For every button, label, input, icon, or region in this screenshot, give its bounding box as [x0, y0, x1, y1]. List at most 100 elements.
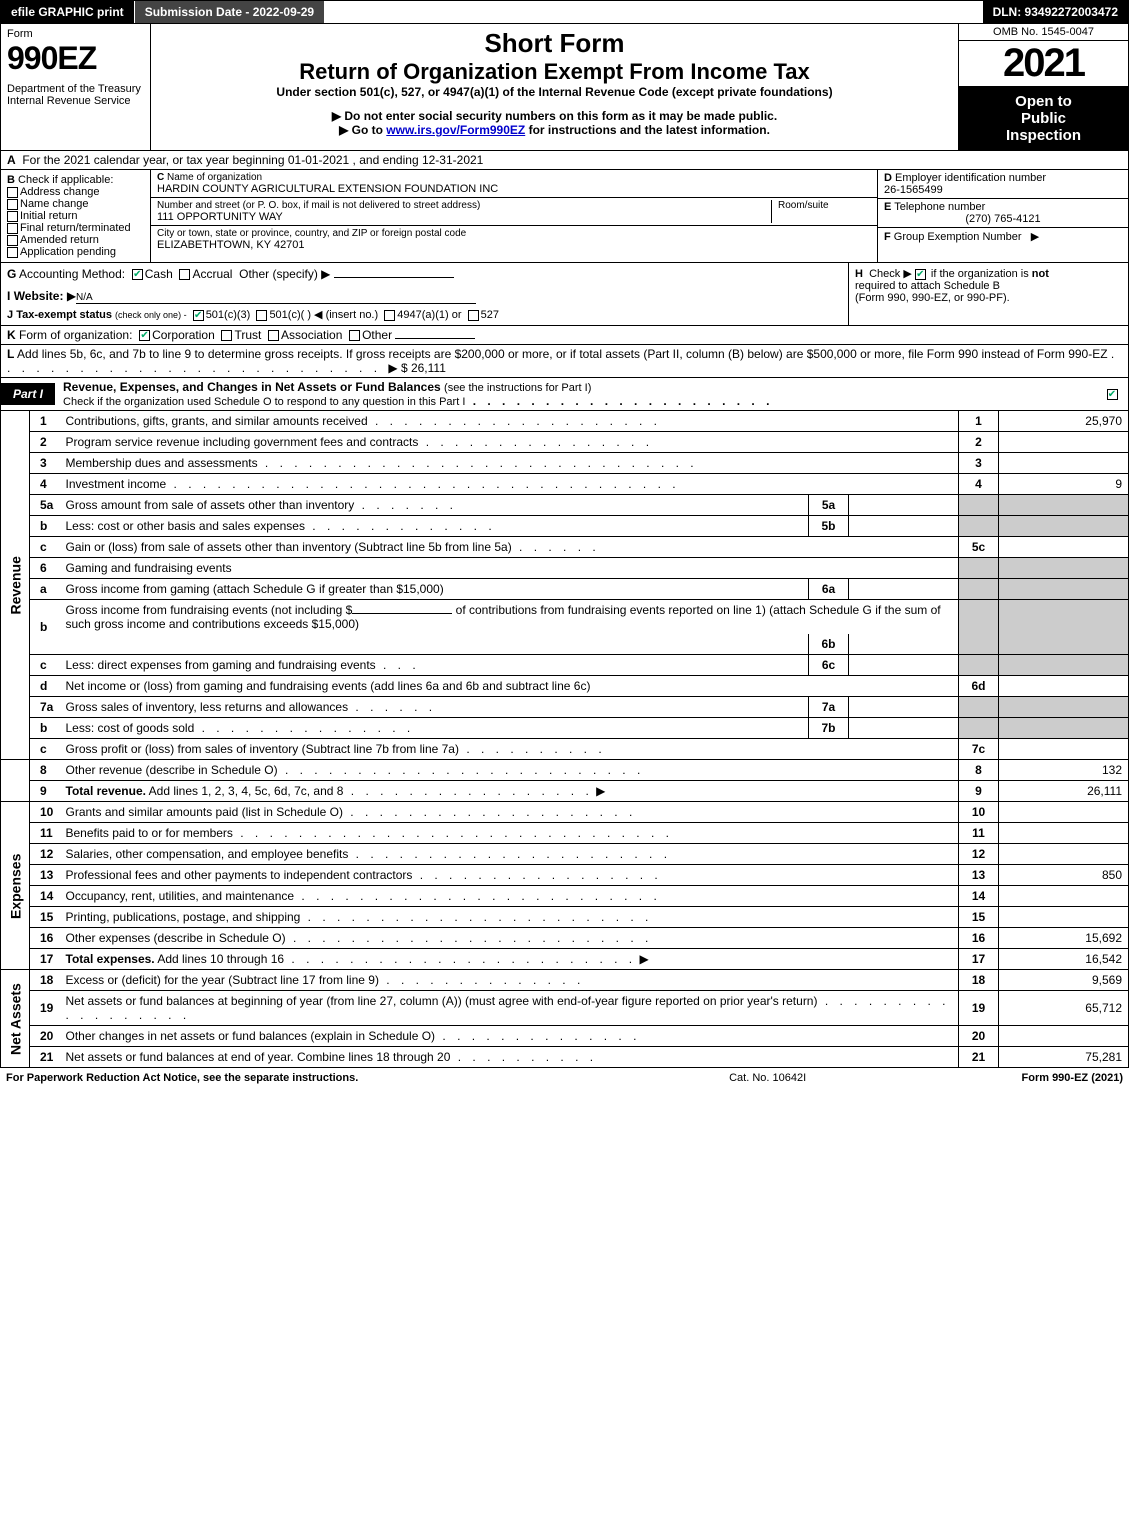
line-17-value: 16,542 — [999, 949, 1129, 970]
checkbox-address-change[interactable] — [7, 187, 18, 198]
side-label-revenue: Revenue — [1, 411, 30, 760]
label-application-pending: Application pending — [20, 246, 116, 258]
phone-value: (270) 765-4121 — [884, 213, 1122, 225]
checkbox-application-pending[interactable] — [7, 247, 18, 258]
side-label-expenses: Expenses — [1, 802, 30, 970]
line-13-value: 850 — [999, 865, 1129, 886]
row-a-tax-year: A For the 2021 calendar year, or tax yea… — [0, 151, 1129, 170]
inspection-badge: Open to Public Inspection — [959, 87, 1128, 150]
line-18-value: 9,569 — [999, 970, 1129, 991]
header-center-block: Short Form Return of Organization Exempt… — [151, 24, 958, 150]
org-city: ELIZABETHTOWN, KY 42701 — [157, 239, 871, 251]
footer-form-ref: Form 990-EZ (2021) — [1022, 1072, 1124, 1084]
side-label-net-assets: Net Assets — [1, 970, 30, 1068]
short-form-title: Short Form — [159, 28, 950, 59]
dln-label: DLN: 93492272003472 — [983, 1, 1128, 23]
other-method-input[interactable] — [334, 277, 454, 278]
label-name-change: Name change — [20, 198, 89, 210]
checkbox-initial-return[interactable] — [7, 211, 18, 222]
line-6d-value — [999, 676, 1129, 697]
checkbox-501c3[interactable] — [193, 310, 204, 321]
label-initial-return: Initial return — [20, 210, 77, 222]
col-c-org-info: C Name of organization HARDIN COUNTY AGR… — [151, 170, 878, 262]
checkbox-cash[interactable] — [132, 269, 143, 280]
line-11-value — [999, 823, 1129, 844]
checkbox-501c[interactable] — [256, 310, 267, 321]
department-line1: Department of the Treasury — [7, 83, 144, 95]
checkbox-corporation[interactable] — [139, 330, 150, 341]
line-5b-value — [849, 516, 959, 537]
goto-instructions: ▶ Go to www.irs.gov/Form990EZ for instru… — [159, 123, 950, 137]
other-org-input[interactable] — [395, 338, 475, 339]
irs-link[interactable]: www.irs.gov/Form990EZ — [386, 123, 525, 137]
page-footer: For Paperwork Reduction Act Notice, see … — [0, 1068, 1129, 1088]
spacer — [324, 1, 982, 23]
line-4-value: 9 — [999, 474, 1129, 495]
line-21-value: 75,281 — [999, 1047, 1129, 1068]
part-1-label: Part I — [1, 383, 55, 405]
label-amended-return: Amended return — [20, 234, 99, 246]
footer-paperwork-notice: For Paperwork Reduction Act Notice, see … — [6, 1072, 514, 1084]
checkbox-final-return[interactable] — [7, 223, 18, 234]
form-number: 990EZ — [7, 40, 144, 77]
col-b-checkboxes: B Check if applicable: Address change Na… — [1, 170, 151, 262]
line-20-value — [999, 1026, 1129, 1047]
line-5c-value — [999, 537, 1129, 558]
form-header: Form 990EZ Department of the Treasury In… — [0, 24, 1129, 151]
line-2-value — [999, 432, 1129, 453]
checkbox-other-org[interactable] — [349, 330, 360, 341]
efile-print-button[interactable]: efile GRAPHIC print — [1, 1, 135, 23]
line-3-value — [999, 453, 1129, 474]
ein-value: 26-1565499 — [884, 184, 943, 196]
checkbox-trust[interactable] — [221, 330, 232, 341]
line-7a-value — [849, 697, 959, 718]
room-suite-label: Room/suite — [778, 200, 871, 211]
section-gh: G Accounting Method: Cash Accrual Other … — [0, 263, 1129, 326]
line-14-value — [999, 886, 1129, 907]
line-16-value: 15,692 — [999, 928, 1129, 949]
submission-date-label: Submission Date - 2022-09-29 — [135, 1, 324, 23]
under-section-text: Under section 501(c), 527, or 4947(a)(1)… — [159, 85, 950, 99]
label-address-change: Address change — [20, 186, 100, 198]
line-12-value — [999, 844, 1129, 865]
line-1-value: 25,970 — [999, 411, 1129, 432]
ssn-warning: ▶ Do not enter social security numbers o… — [159, 109, 950, 123]
gross-receipts-value: $ 26,111 — [401, 361, 446, 375]
line-1-no: 1 — [30, 411, 60, 432]
checkbox-amended-return[interactable] — [7, 235, 18, 246]
line-6c-value — [849, 655, 959, 676]
department-line2: Internal Revenue Service — [7, 95, 144, 107]
line-19-value: 65,712 — [999, 991, 1129, 1026]
part-1-title: Revenue, Expenses, and Changes in Net As… — [55, 378, 1098, 410]
line-7b-value — [849, 718, 959, 739]
header-left-block: Form 990EZ Department of the Treasury In… — [1, 24, 151, 150]
line-7c-value — [999, 739, 1129, 760]
part-1-table: Revenue 1 Contributions, gifts, grants, … — [0, 411, 1129, 1068]
col-d-identifiers: D Employer identification number 26-1565… — [878, 170, 1128, 262]
website-value: N/A — [76, 292, 476, 304]
footer-catalog-number: Cat. No. 10642I — [514, 1072, 1022, 1084]
header-right-block: OMB No. 1545-0047 2021 Open to Public In… — [958, 24, 1128, 150]
line-8-value: 132 — [999, 760, 1129, 781]
org-street: 111 OPPORTUNITY WAY — [157, 211, 771, 223]
omb-number: OMB No. 1545-0047 — [959, 24, 1128, 41]
line-10-value — [999, 802, 1129, 823]
tax-year: 2021 — [959, 41, 1128, 87]
top-toolbar: efile GRAPHIC print Submission Date - 20… — [0, 0, 1129, 24]
checkbox-h[interactable] — [915, 269, 926, 280]
form-word: Form — [7, 28, 144, 40]
checkbox-name-change[interactable] — [7, 199, 18, 210]
checkbox-association[interactable] — [268, 330, 279, 341]
gh-left: G Accounting Method: Cash Accrual Other … — [1, 263, 848, 325]
label-final-return: Final return/terminated — [20, 222, 131, 234]
gh-right: H Check ▶ if the organization is not req… — [848, 263, 1128, 325]
part-1-header: Part I Revenue, Expenses, and Changes in… — [0, 378, 1129, 411]
return-title: Return of Organization Exempt From Incom… — [159, 59, 950, 85]
line-5a-value — [849, 495, 959, 516]
checkbox-527[interactable] — [468, 310, 479, 321]
line-6a-value — [849, 579, 959, 600]
entity-info-block: B Check if applicable: Address change Na… — [0, 170, 1129, 263]
checkbox-schedule-o[interactable] — [1107, 389, 1118, 400]
checkbox-4947[interactable] — [384, 310, 395, 321]
checkbox-accrual[interactable] — [179, 269, 190, 280]
